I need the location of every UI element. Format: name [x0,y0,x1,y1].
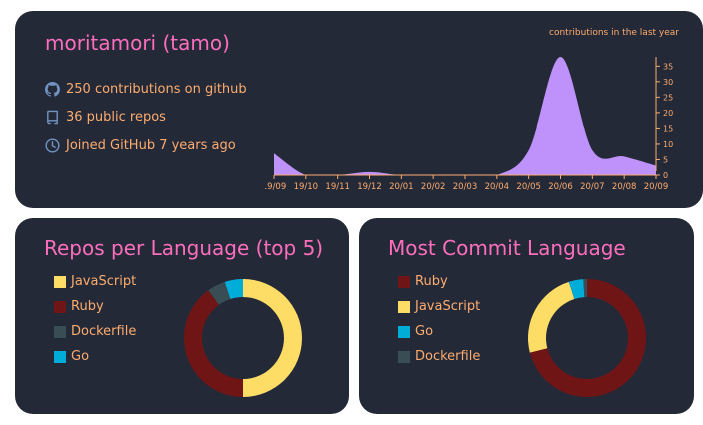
y-tick-label: 30 [663,78,673,87]
legend-item-go: Go [398,324,433,339]
donut-slice-ruby [529,279,646,397]
legend-swatch [398,325,410,338]
legend-swatch [54,275,66,288]
donut-slice-javascript [528,281,575,353]
legend-item-dockerfile: Dockerfile [398,349,480,364]
x-tick-label: 20/03 [453,182,478,192]
stat-joined: Joined GitHub 7 years ago [45,135,236,155]
legend-swatch [398,300,410,313]
x-tick-label: 20/08 [612,182,637,192]
clock-icon [45,137,60,153]
y-tick-label: 25 [663,93,673,102]
x-tick-label: 19/09 [265,182,286,192]
legend-item-ruby: Ruby [54,299,104,314]
legend-label: JavaScript [415,299,481,314]
legend-item-javascript: JavaScript [398,299,480,314]
stat-contributions: 250 contributions on github [45,79,247,99]
repo-icon [47,110,58,124]
legend-swatch [398,350,410,363]
repos-per-language-donut [184,279,302,397]
legend-label: Ruby [415,274,448,289]
most-commit-language-card: Most Commit Language Ruby JavaScript Go Doc… [359,218,694,414]
most-commit-language-title: Most Commit Language [388,236,626,260]
x-tick-label: 20/07 [580,182,605,192]
contributions-text: 250 contributions on github [66,81,247,97]
legend-item-go: Go [54,349,89,364]
x-tick-label: 19/12 [357,182,382,192]
github-icon [45,81,60,97]
x-tick-label: 20/02 [421,182,446,192]
y-tick-label: 35 [663,62,673,71]
legend-swatch [54,350,66,363]
donut-slice-ruby [184,290,243,397]
legend-label: Dockerfile [71,324,137,339]
donut-slice-dockerfile [583,279,587,298]
legend-label: JavaScript [71,274,137,289]
x-tick-label: 19/11 [325,182,350,192]
contributions-chart: contributions in the last year 0 5 10 15 20 2… [265,28,679,192]
repos-per-language-card: Repos per Language (top 5) JavaScript Rub… [15,218,349,414]
y-tick-label: 0 [663,171,668,180]
legend-item-dockerfile: Dockerfile [54,324,136,339]
x-tick-label: 20/09 [644,182,669,192]
legend-label: Dockerfile [415,349,481,364]
donut-slice-go [224,279,243,300]
legend-swatch [54,325,66,338]
x-tick-label: 20/05 [516,182,541,192]
x-tick-label: 20/01 [389,182,414,192]
legend-item-javascript: JavaScript [54,274,136,289]
most-commit-language-donut [528,279,646,397]
legend-label: Ruby [71,299,104,314]
y-tick-label: 15 [663,124,673,133]
contributions-area [274,57,656,175]
x-tick-label: 20/06 [548,182,573,192]
y-tick-label: 20 [663,109,673,118]
legend-swatch [54,300,66,313]
donut-slice-javascript [243,279,302,397]
profile-card: moritamori (tamo) 250 contributions on g… [15,11,703,208]
x-tick-label: 19/10 [294,182,319,192]
donut-slice-go [568,279,585,300]
repos-text: 36 public repos [66,109,166,125]
legend-label: Go [415,324,434,339]
x-tick-label: 20/04 [485,182,510,192]
legend-label: Go [71,349,90,364]
donut-slice-dockerfile [208,281,231,305]
legend-swatch [398,275,410,288]
repos-per-language-title: Repos per Language (top 5) [44,236,324,260]
joined-text: Joined GitHub 7 years ago [66,137,236,153]
profile-title: moritamori (tamo) [45,31,230,55]
y-tick-label: 5 [663,155,668,164]
legend-item-ruby: Ruby [398,274,448,289]
stat-repos: 36 public repos [45,107,166,127]
chart-title: contributions in the last year [549,28,679,38]
y-tick-label: 10 [663,140,673,149]
